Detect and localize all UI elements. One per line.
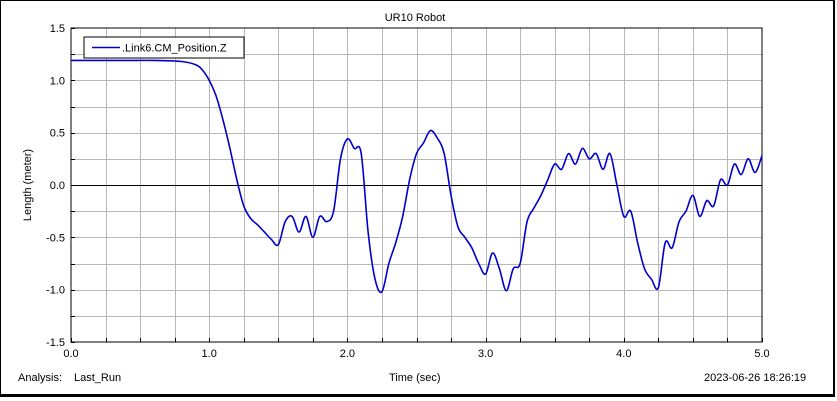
y-tick-label: 1.5 <box>50 23 65 35</box>
plot-border <box>70 27 763 343</box>
legend-box <box>83 36 245 59</box>
x-tick-label: 1.0 <box>202 348 217 360</box>
x-axis-label: Time (sec) <box>389 372 441 384</box>
chart-title: UR10 Robot <box>385 12 446 24</box>
y-tick-labels: 1.5 1.0 0.5 0.0 -0.5 -1.0 -1.5 <box>46 23 65 349</box>
y-axis-label: Length (meter) <box>22 149 34 221</box>
series-line <box>71 59 763 294</box>
y-tick-label: -0.5 <box>46 232 65 244</box>
series-group <box>71 59 763 294</box>
x-tick-label: 2.0 <box>340 348 355 360</box>
x-tick-label: 3.0 <box>478 348 493 360</box>
y-tick-label: -1.0 <box>46 285 65 297</box>
y-tick-label: 1.0 <box>50 75 65 87</box>
y-tick-label: -1.5 <box>46 337 65 349</box>
x-tick-label: 0.0 <box>63 348 78 360</box>
x-tick-labels: 0.0 1.0 2.0 3.0 4.0 5.0 <box>63 348 769 360</box>
run-timestamp: 2023-06-26 18:26:19 <box>704 372 807 384</box>
analysis-name: Last_Run <box>74 372 122 384</box>
x-tick-label: 4.0 <box>616 348 631 360</box>
legend: .Link6.CM_Position.Z <box>83 36 245 59</box>
y-tick-label: 0.5 <box>50 128 65 140</box>
y-tick-label: 0.0 <box>50 180 65 192</box>
x-tick-label: 5.0 <box>754 348 769 360</box>
legend-entry-label: .Link6.CM_Position.Z <box>122 43 227 55</box>
analysis-label: Analysis: <box>18 372 63 384</box>
